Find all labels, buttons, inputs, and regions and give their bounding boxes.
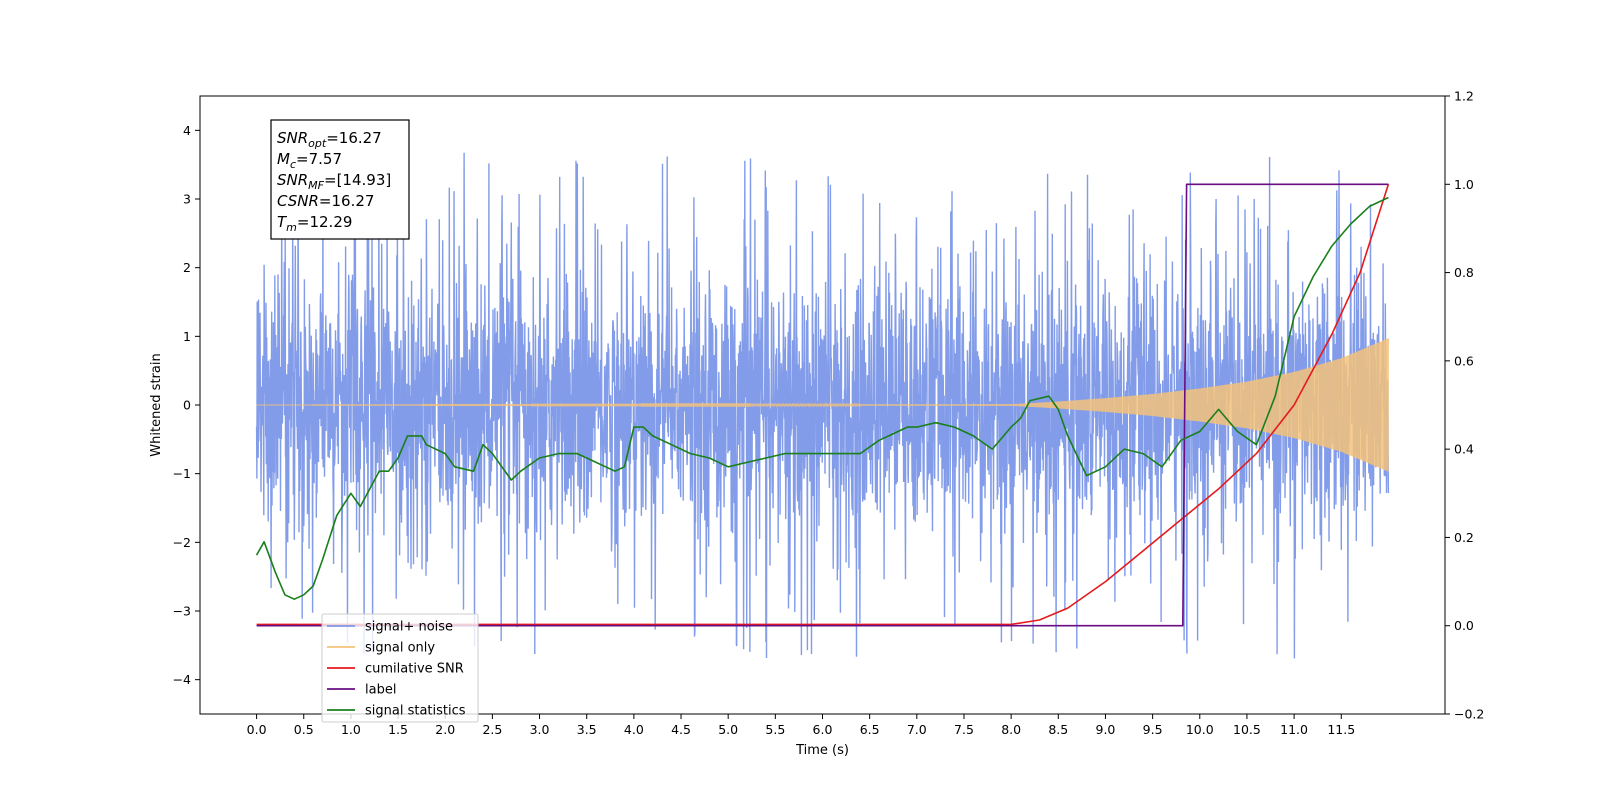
y-right-tick-label: 0.8 (1454, 265, 1474, 280)
series-right-axis (255, 183, 1390, 627)
legend-box (321, 613, 479, 723)
line-label (256, 183, 1389, 627)
x-tick-label: 9.5 (1143, 722, 1163, 737)
x-tick-label: 4.0 (624, 722, 644, 737)
y-left-tick-label: 4 (183, 123, 191, 138)
annotation-box (270, 119, 410, 240)
legend-entry: signal+ noise (365, 620, 453, 635)
annotation-subscript: c (290, 158, 296, 171)
annotation-symbol: M (277, 150, 290, 168)
x-tick-label: 1.0 (341, 722, 361, 737)
y-left-tick-label: 3 (183, 192, 191, 207)
x-tick-label: 10.5 (1233, 722, 1261, 737)
y-left-tick-label: −1 (173, 466, 191, 481)
y-left-tick-label: −2 (173, 535, 191, 550)
annotation-value: =16.27 (319, 192, 375, 210)
annotation-value: =[14.93] (324, 171, 391, 189)
annotation-value: =7.57 (296, 150, 342, 168)
x-tick-label: 3.0 (530, 722, 550, 737)
y-axis-right: 1.2 1.0 0.8 0.6 0.4 0.2 0.0 −0.2 (1445, 89, 1484, 722)
legend: signal+ noise signal only cumilative SNR la… (321, 613, 479, 723)
legend-entry: signal only (365, 641, 435, 656)
y-right-tick-label: 0.0 (1454, 618, 1474, 633)
annotation-line: SNRopt=16.27 (277, 129, 382, 150)
signal-noise-line (255, 152, 1390, 659)
y-left-tick-label: −3 (173, 604, 191, 619)
x-tick-label: 6.0 (813, 722, 833, 737)
x-tick-label: 7.5 (954, 722, 974, 737)
x-tick-label: 0.5 (294, 722, 314, 737)
line-cumilative-snr (256, 184, 1390, 626)
signal-only-line (256, 338, 1389, 472)
x-tick-label: 9.0 (1096, 722, 1116, 737)
y-right-tick-label: 0.4 (1454, 442, 1474, 457)
legend-entry: signal statistics (365, 704, 466, 719)
annotation-value: =16.27 (326, 129, 382, 147)
annotation-symbol: SNR (277, 129, 308, 147)
x-tick-label: 4.5 (671, 722, 691, 737)
x-tick-label: 3.5 (577, 722, 597, 737)
y-axis-left: 4 3 2 1 0 −1 −2 −3 −4 (173, 123, 200, 687)
annotation-value: =12.29 (297, 213, 353, 231)
x-tick-label: 7.0 (907, 722, 927, 737)
annotation-line: CSNR=16.27 (277, 192, 374, 210)
annotation-symbol: T (277, 213, 288, 231)
y-right-tick-label: 0.2 (1454, 530, 1474, 545)
x-tick-label: 11.5 (1327, 722, 1355, 737)
x-axis: 0.0 0.5 1.0 1.5 2.0 2.5 3.0 3.5 4.0 4.5 5.0 5.5 6.0 6… (247, 714, 1355, 737)
x-tick-label: 0.0 (247, 722, 267, 737)
y-axis-label: Whitened strain (149, 353, 164, 456)
legend-entry: label (365, 683, 396, 698)
parameter-annotation: SNRopt=16.27Mc=7.57SNRMF=[14.93]CSNR=16.… (270, 119, 410, 240)
y-left-tick-label: 0 (183, 398, 191, 413)
annotation-subscript: m (286, 221, 297, 234)
x-axis-label: Time (s) (795, 743, 849, 758)
x-tick-label: 1.5 (388, 722, 408, 737)
annotation-symbol: CSNR (277, 192, 319, 210)
annotation-line: SNRMF=[14.93] (277, 171, 391, 192)
series-signal-noise (255, 152, 1390, 659)
x-tick-label: 6.5 (860, 722, 880, 737)
y-right-tick-label: 1.2 (1454, 89, 1474, 104)
annotation-symbol: SNR (277, 171, 308, 189)
x-tick-label: 5.0 (718, 722, 738, 737)
x-tick-label: 2.5 (482, 722, 502, 737)
x-tick-label: 5.5 (765, 722, 785, 737)
y-right-tick-label: −0.2 (1454, 707, 1484, 722)
y-left-tick-label: 1 (183, 329, 191, 344)
annotation-subscript: opt (308, 137, 327, 150)
y-right-tick-label: 1.0 (1454, 177, 1474, 192)
x-tick-label: 10.0 (1186, 722, 1214, 737)
legend-entry: cumilative SNR (365, 662, 464, 677)
annotation-line: Tm=12.29 (277, 213, 352, 234)
x-tick-label: 2.0 (435, 722, 455, 737)
series-signal-only (256, 338, 1389, 472)
y-right-tick-label: 0.6 (1454, 353, 1474, 368)
x-tick-label: 8.0 (1001, 722, 1021, 737)
line-signal-statistics (255, 196, 1389, 600)
x-tick-label: 8.5 (1048, 722, 1068, 737)
y-left-tick-label: −4 (173, 672, 191, 687)
annotation-subscript: MF (308, 179, 324, 192)
x-tick-label: 11.0 (1280, 722, 1308, 737)
annotation-line: Mc=7.57 (277, 150, 342, 171)
y-left-tick-label: 2 (183, 260, 191, 275)
